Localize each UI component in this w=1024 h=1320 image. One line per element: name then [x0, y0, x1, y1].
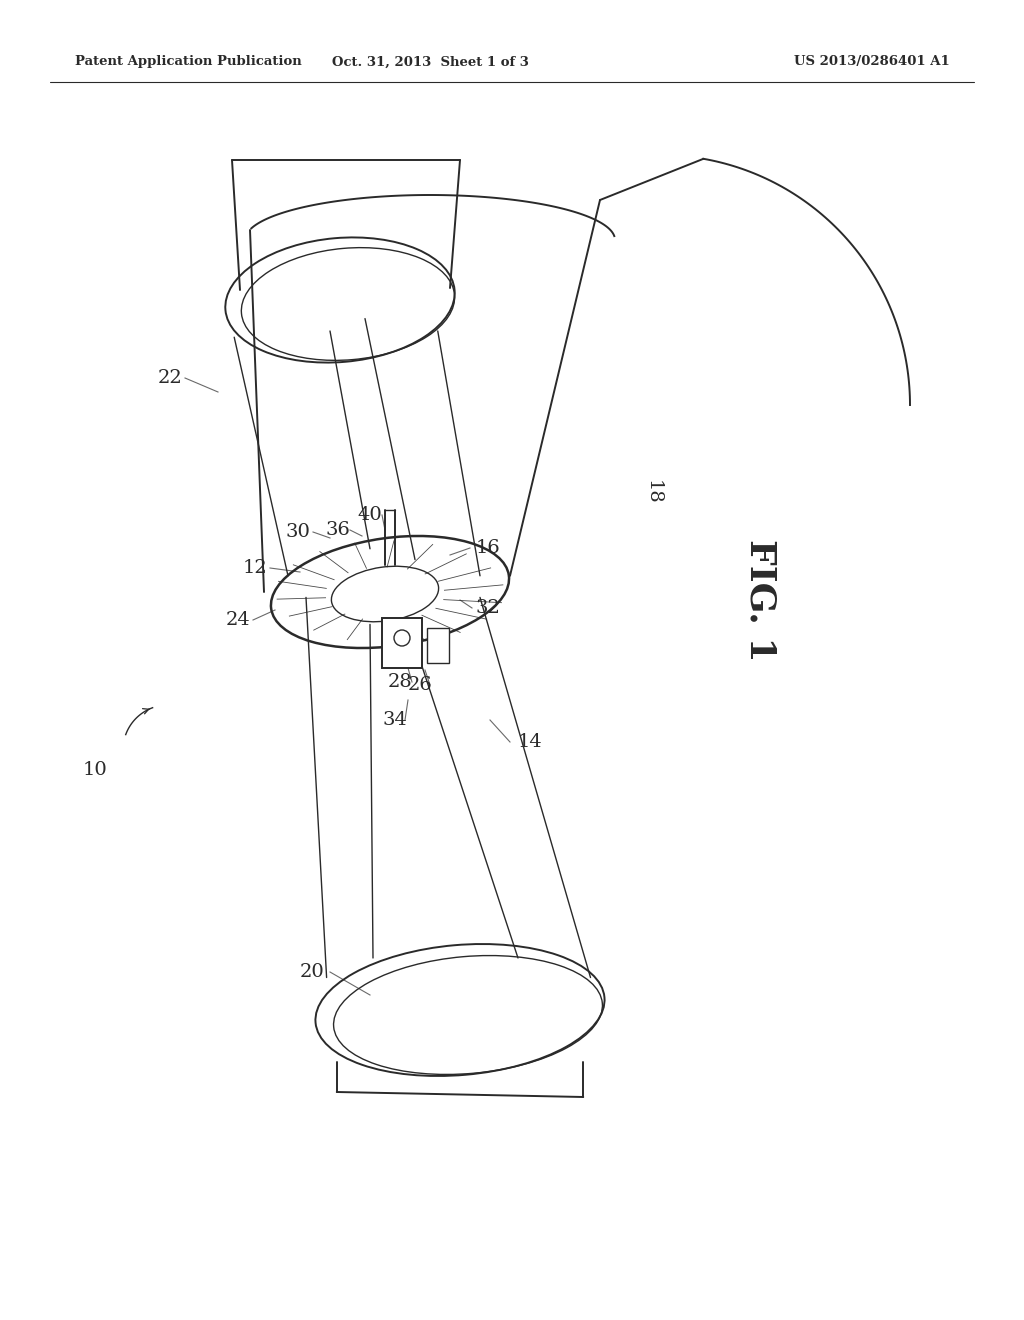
- Bar: [427, 628, 449, 663]
- Text: 30: 30: [286, 523, 310, 541]
- Text: Oct. 31, 2013  Sheet 1 of 3: Oct. 31, 2013 Sheet 1 of 3: [332, 55, 528, 69]
- Text: 14: 14: [517, 733, 543, 751]
- Text: 22: 22: [158, 370, 182, 387]
- Text: 16: 16: [475, 539, 501, 557]
- Text: 32: 32: [475, 599, 501, 616]
- Text: 12: 12: [243, 558, 267, 577]
- Text: 28: 28: [388, 673, 413, 690]
- Text: FIG. 1: FIG. 1: [743, 539, 777, 661]
- Text: US 2013/0286401 A1: US 2013/0286401 A1: [795, 55, 950, 69]
- Text: 34: 34: [383, 711, 408, 729]
- Bar: [382, 618, 422, 668]
- Text: 10: 10: [83, 762, 108, 779]
- Text: 40: 40: [357, 506, 382, 524]
- Text: 26: 26: [408, 676, 432, 694]
- Text: 18: 18: [644, 479, 662, 504]
- Text: 24: 24: [225, 611, 251, 630]
- Text: Patent Application Publication: Patent Application Publication: [75, 55, 302, 69]
- Text: 20: 20: [300, 964, 325, 981]
- Text: 36: 36: [326, 521, 350, 539]
